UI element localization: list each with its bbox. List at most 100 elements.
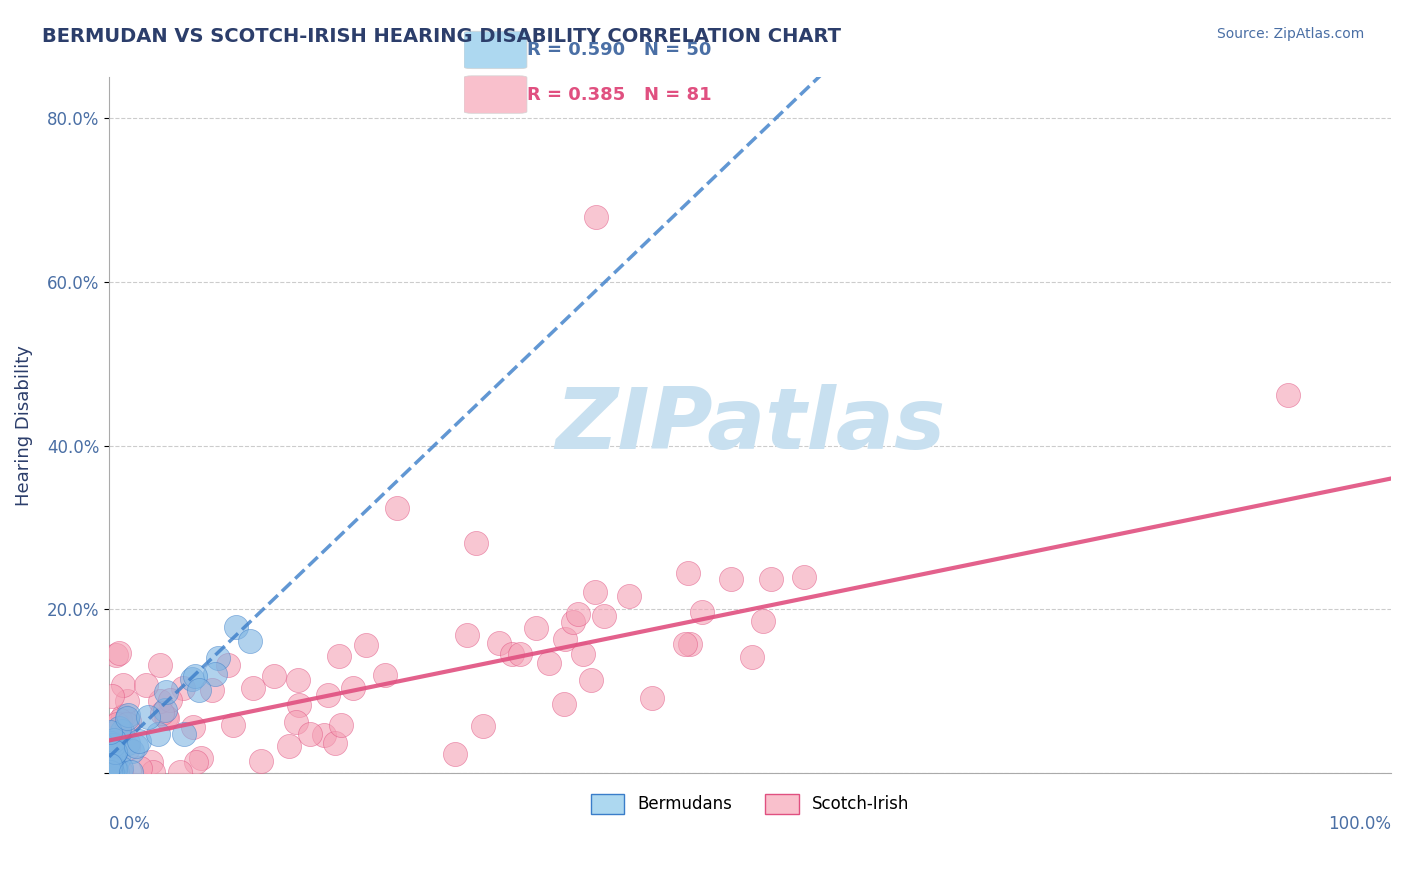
Scotch-Irish xyxy=(567,607,589,621)
Bermudans xyxy=(98,761,121,775)
Scotch-Irish xyxy=(585,210,607,224)
Legend: Bermudans, Scotch-Irish: Bermudans, Scotch-Irish xyxy=(583,787,917,821)
Scotch-Irish xyxy=(374,667,396,681)
Scotch-Irish xyxy=(342,681,364,695)
Scotch-Irish xyxy=(129,761,152,775)
Bermudans xyxy=(100,744,122,758)
Text: 100.0%: 100.0% xyxy=(1329,815,1391,833)
Scotch-Irish xyxy=(110,765,132,780)
Scotch-Irish xyxy=(169,765,191,780)
Scotch-Irish xyxy=(509,647,531,661)
Scotch-Irish xyxy=(676,566,699,581)
Bermudans xyxy=(100,736,122,750)
Scotch-Irish xyxy=(690,605,713,619)
Bermudans xyxy=(100,765,122,780)
Scotch-Irish xyxy=(312,728,335,742)
Scotch-Irish xyxy=(100,765,122,780)
Scotch-Irish xyxy=(105,716,128,731)
Scotch-Irish xyxy=(263,669,285,683)
Bermudans xyxy=(155,685,177,699)
Text: 0.0%: 0.0% xyxy=(110,815,150,833)
Scotch-Irish xyxy=(287,673,309,688)
Bermudans xyxy=(111,724,134,739)
Scotch-Irish xyxy=(118,714,141,728)
Bermudans xyxy=(101,765,124,780)
Bermudans xyxy=(173,727,195,741)
Bermudans xyxy=(100,738,122,752)
Scotch-Irish xyxy=(793,570,815,584)
Scotch-Irish xyxy=(155,710,177,724)
Scotch-Irish xyxy=(117,694,139,708)
Bermudans xyxy=(180,672,202,686)
Bermudans xyxy=(104,745,127,759)
Scotch-Irish xyxy=(277,739,299,753)
Bermudans xyxy=(100,736,122,750)
Bermudans xyxy=(103,733,125,747)
Scotch-Irish xyxy=(524,621,547,635)
Scotch-Irish xyxy=(104,765,127,780)
Bermudans xyxy=(117,736,139,750)
Bermudans xyxy=(121,744,143,758)
Scotch-Irish xyxy=(1277,388,1299,402)
Bermudans xyxy=(117,707,139,722)
Scotch-Irish xyxy=(288,698,311,712)
Scotch-Irish xyxy=(149,657,172,672)
Bermudans xyxy=(104,758,127,772)
Bermudans xyxy=(101,747,124,762)
Bermudans xyxy=(184,669,207,683)
Bermudans xyxy=(101,739,124,754)
Scotch-Irish xyxy=(443,747,465,761)
Scotch-Irish xyxy=(488,636,510,650)
Scotch-Irish xyxy=(101,764,124,779)
Bermudans xyxy=(98,751,121,765)
Scotch-Irish xyxy=(675,637,697,651)
Scotch-Irish xyxy=(456,628,478,642)
Scotch-Irish xyxy=(142,765,165,780)
Scotch-Irish xyxy=(465,536,488,550)
Bermudans xyxy=(153,703,176,717)
Scotch-Irish xyxy=(330,718,353,732)
Bermudans xyxy=(103,760,125,774)
Scotch-Irish xyxy=(250,754,273,768)
Scotch-Irish xyxy=(117,740,139,755)
Scotch-Irish xyxy=(641,690,664,705)
Scotch-Irish xyxy=(141,756,163,770)
Scotch-Irish xyxy=(471,719,494,733)
Scotch-Irish xyxy=(108,646,131,660)
Scotch-Irish xyxy=(104,648,127,662)
Scotch-Irish xyxy=(562,615,585,630)
Scotch-Irish xyxy=(356,638,378,652)
Text: BERMUDAN VS SCOTCH-IRISH HEARING DISABILITY CORRELATION CHART: BERMUDAN VS SCOTCH-IRISH HEARING DISABIL… xyxy=(42,27,841,45)
Bermudans xyxy=(105,765,128,780)
Bermudans xyxy=(110,761,132,775)
Scotch-Irish xyxy=(108,718,131,732)
Bermudans xyxy=(98,765,121,780)
Scotch-Irish xyxy=(108,713,131,727)
Scotch-Irish xyxy=(387,501,409,516)
Bermudans xyxy=(104,745,127,759)
Scotch-Irish xyxy=(554,632,576,647)
Scotch-Irish xyxy=(593,609,616,624)
Bermudans xyxy=(207,651,229,665)
Scotch-Irish xyxy=(501,648,523,662)
Bermudans xyxy=(104,762,127,776)
Scotch-Irish xyxy=(181,720,204,734)
Bermudans xyxy=(107,752,129,766)
Bermudans xyxy=(204,666,226,681)
Scotch-Irish xyxy=(217,658,239,673)
Scotch-Irish xyxy=(285,715,308,730)
Scotch-Irish xyxy=(619,589,641,603)
Bermudans xyxy=(98,725,121,739)
Scotch-Irish xyxy=(298,727,321,741)
Scotch-Irish xyxy=(553,697,575,711)
Scotch-Irish xyxy=(720,572,742,586)
Scotch-Irish xyxy=(112,709,135,723)
Y-axis label: Hearing Disability: Hearing Disability xyxy=(15,345,32,506)
Scotch-Irish xyxy=(752,614,775,628)
Bermudans xyxy=(148,727,170,741)
Scotch-Irish xyxy=(111,678,134,692)
Text: R = 0.385   N = 81: R = 0.385 N = 81 xyxy=(527,86,711,103)
Scotch-Irish xyxy=(135,678,157,692)
Scotch-Irish xyxy=(328,649,350,664)
Bermudans xyxy=(125,739,148,753)
